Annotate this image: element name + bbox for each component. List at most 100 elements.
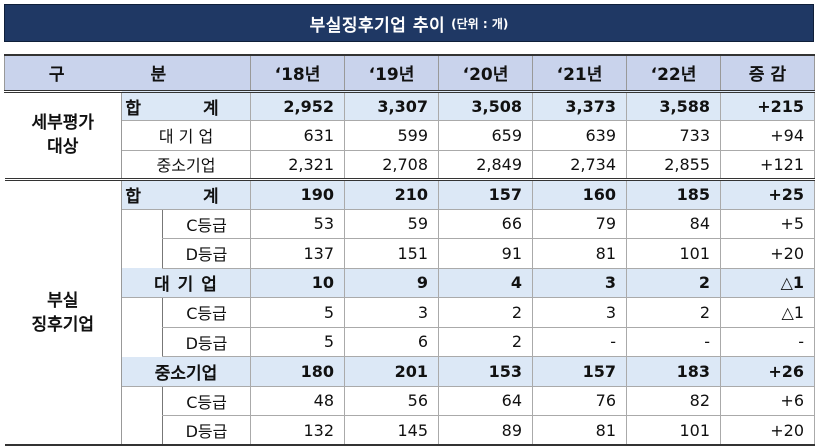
cell: 201 [344, 356, 439, 387]
row-label: C등급 [162, 209, 251, 239]
cell: 2,855 [626, 150, 721, 181]
cell: 157 [438, 179, 533, 210]
row-label: 합 계 [121, 179, 251, 210]
cell: 3 [532, 268, 627, 298]
header-year-19: ‘19년 [344, 54, 439, 93]
cell: 3,508 [438, 91, 533, 121]
cell: 132 [250, 415, 345, 446]
cell: 183 [626, 356, 721, 387]
cell: 2,708 [344, 150, 439, 181]
header-year-21: ‘21년 [532, 54, 627, 93]
cell: 2,849 [438, 150, 533, 181]
cell: 5 [250, 297, 345, 328]
cell: 190 [250, 179, 345, 210]
cell-change: +94 [720, 120, 815, 151]
cell-change: +20 [720, 415, 815, 446]
cell: 3 [532, 297, 627, 328]
group-eval: 세부평가 대상 [4, 91, 122, 181]
cell-change: +6 [720, 386, 815, 416]
table-row: 대 기 업 10 9 4 3 2 △1 [5, 268, 815, 298]
header-row: 구 분 ‘18년 ‘19년 ‘20년 ‘21년 ‘22년 증 감 [4, 54, 815, 93]
row-label: C등급 [162, 297, 251, 328]
table-row: 대 기 업 631 599 659 639 733 +94 [5, 120, 815, 151]
cell: 733 [626, 120, 721, 151]
row-label: D등급 [162, 327, 251, 357]
cell: 157 [532, 356, 627, 387]
cell: 79 [532, 209, 627, 239]
row-label: 대 기 업 [121, 268, 251, 298]
cell-change: +25 [720, 179, 815, 210]
row-label: 합 계 [121, 91, 251, 121]
cell: 64 [438, 386, 533, 416]
cell-change: +20 [720, 238, 815, 269]
indent-spacer [121, 297, 163, 357]
table-row: C등급 53 59 66 79 84 +5 [5, 209, 815, 268]
cell: 631 [250, 120, 345, 151]
cell: 3,307 [344, 91, 439, 121]
cell-change: +26 [720, 356, 815, 387]
cell-change: - [720, 327, 815, 357]
header-year-20: ‘20년 [438, 54, 533, 93]
table-title: 부실징후기업 추이 [309, 15, 446, 36]
cell: 84 [626, 209, 721, 239]
cell: 659 [438, 120, 533, 151]
cell: 9 [344, 268, 439, 298]
cell: 2 [438, 297, 533, 328]
table-row: D등급 5 6 2 - - - [5, 327, 815, 357]
table-row: 부실 징후기업 합 계 190 210 157 160 185 +25 [4, 179, 815, 446]
cell-change: △1 [720, 297, 815, 328]
cell: 2 [626, 297, 721, 328]
distressed-companies-table: 구 분 ‘18년 ‘19년 ‘20년 ‘21년 ‘22년 증 감 세부평가 대상… [4, 54, 815, 446]
cell: 145 [344, 415, 439, 446]
group-eval-line2: 대상 [47, 137, 79, 158]
cell-change: +215 [720, 91, 815, 121]
cell: 137 [250, 238, 345, 269]
cell: 599 [344, 120, 439, 151]
cell: 81 [532, 238, 627, 269]
cell: 56 [344, 386, 439, 416]
row-label: 중소기업 [121, 150, 251, 181]
cell: 4 [438, 268, 533, 298]
unit-note: (단위 : 개) [451, 16, 509, 31]
cell: 53 [250, 209, 345, 239]
group-eval-line1: 세부평가 [31, 113, 95, 134]
row-label: D등급 [162, 238, 251, 269]
cell-change: +5 [720, 209, 815, 239]
cell: 6 [344, 327, 439, 357]
cell: 101 [626, 238, 721, 269]
cell: 2,952 [250, 91, 345, 121]
cell: 81 [532, 415, 627, 446]
cell: 185 [626, 179, 721, 210]
cell: 2,321 [250, 150, 345, 181]
header-category: 구 분 [4, 54, 251, 93]
indent-spacer [121, 386, 163, 446]
cell: 2 [626, 268, 721, 298]
cell: 3,373 [532, 91, 627, 121]
cell: 82 [626, 386, 721, 416]
header-year-22: ‘22년 [626, 54, 721, 93]
header-year-18: ‘18년 [250, 54, 345, 93]
cell: 10 [250, 268, 345, 298]
group-distress: 부실 징후기업 [4, 179, 122, 446]
row-label: D등급 [162, 415, 251, 446]
group-distress-line2: 징후기업 [31, 314, 95, 335]
cell: 5 [250, 327, 345, 357]
row-label: 중소기업 [121, 356, 251, 387]
cell: 151 [344, 238, 439, 269]
cell: 3 [344, 297, 439, 328]
table-row: 중소기업 2,321 2,708 2,849 2,734 2,855 +121 [5, 150, 815, 181]
table-row: 중소기업 180 201 153 157 183 +26 [5, 356, 815, 387]
cell: 180 [250, 356, 345, 387]
cell: 89 [438, 415, 533, 446]
cell: 59 [344, 209, 439, 239]
cell: - [532, 327, 627, 357]
row-label: C등급 [162, 386, 251, 416]
cell: 153 [438, 356, 533, 387]
cell: 2,734 [532, 150, 627, 181]
row-label: 대 기 업 [121, 120, 251, 151]
cell: 101 [626, 415, 721, 446]
table-row: D등급 137 151 91 81 101 +20 [5, 238, 815, 269]
header-change: 증 감 [720, 54, 815, 93]
cell: 3,588 [626, 91, 721, 121]
table-title-bar: 부실징후기업 추이 (단위 : 개) [4, 4, 814, 42]
